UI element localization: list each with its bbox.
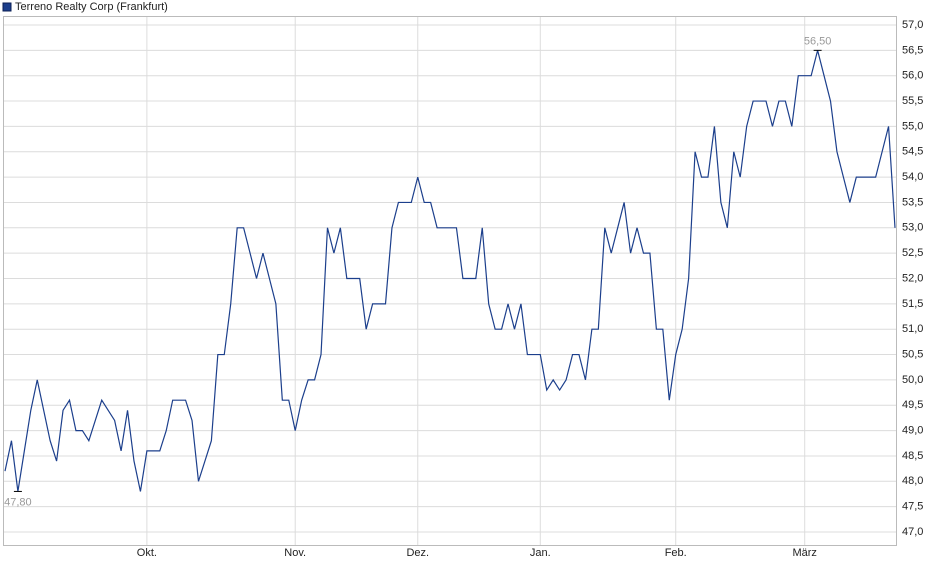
y-tick-label: 56,5 [902, 44, 923, 56]
low-label: 47,80 [4, 496, 32, 508]
y-tick-label: 54,0 [902, 171, 923, 183]
legend-label: Terreno Realty Corp (Frankfurt) [15, 1, 168, 13]
y-tick-label: 48,5 [902, 450, 923, 462]
high-label: 56,50 [804, 35, 832, 47]
y-tick-label: 50,5 [902, 348, 923, 360]
y-tick-label: 54,5 [902, 146, 923, 158]
y-tick-label: 52,5 [902, 247, 923, 259]
y-tick-label: 50,0 [902, 374, 923, 386]
y-tick-label: 51,5 [902, 298, 923, 310]
y-tick-label: 49,0 [902, 425, 923, 437]
y-tick-label: 49,5 [902, 399, 923, 411]
legend-swatch [2, 2, 12, 12]
y-tick-label: 48,0 [902, 475, 923, 487]
y-tick-label: 52,0 [902, 272, 923, 284]
y-tick-label: 53,0 [902, 222, 923, 234]
x-tick-label: Jan. [530, 547, 551, 559]
x-tick-label: März [792, 547, 816, 559]
y-tick-label: 51,0 [902, 323, 923, 335]
line-series [4, 50, 896, 492]
y-tick-label: 47,5 [902, 501, 923, 513]
x-tick-label: Dez. [406, 547, 429, 559]
plot-frame [3, 16, 897, 546]
y-tick-label: 55,0 [902, 120, 923, 132]
y-tick-label: 57,0 [902, 19, 923, 31]
y-tick-label: 53,5 [902, 196, 923, 208]
x-tick-label: Feb. [665, 547, 687, 559]
y-tick-label: 56,0 [902, 70, 923, 82]
x-tick-label: Nov. [284, 547, 306, 559]
y-tick-label: 47,0 [902, 526, 923, 538]
y-tick-label: 55,5 [902, 95, 923, 107]
x-tick-label: Okt. [137, 547, 157, 559]
